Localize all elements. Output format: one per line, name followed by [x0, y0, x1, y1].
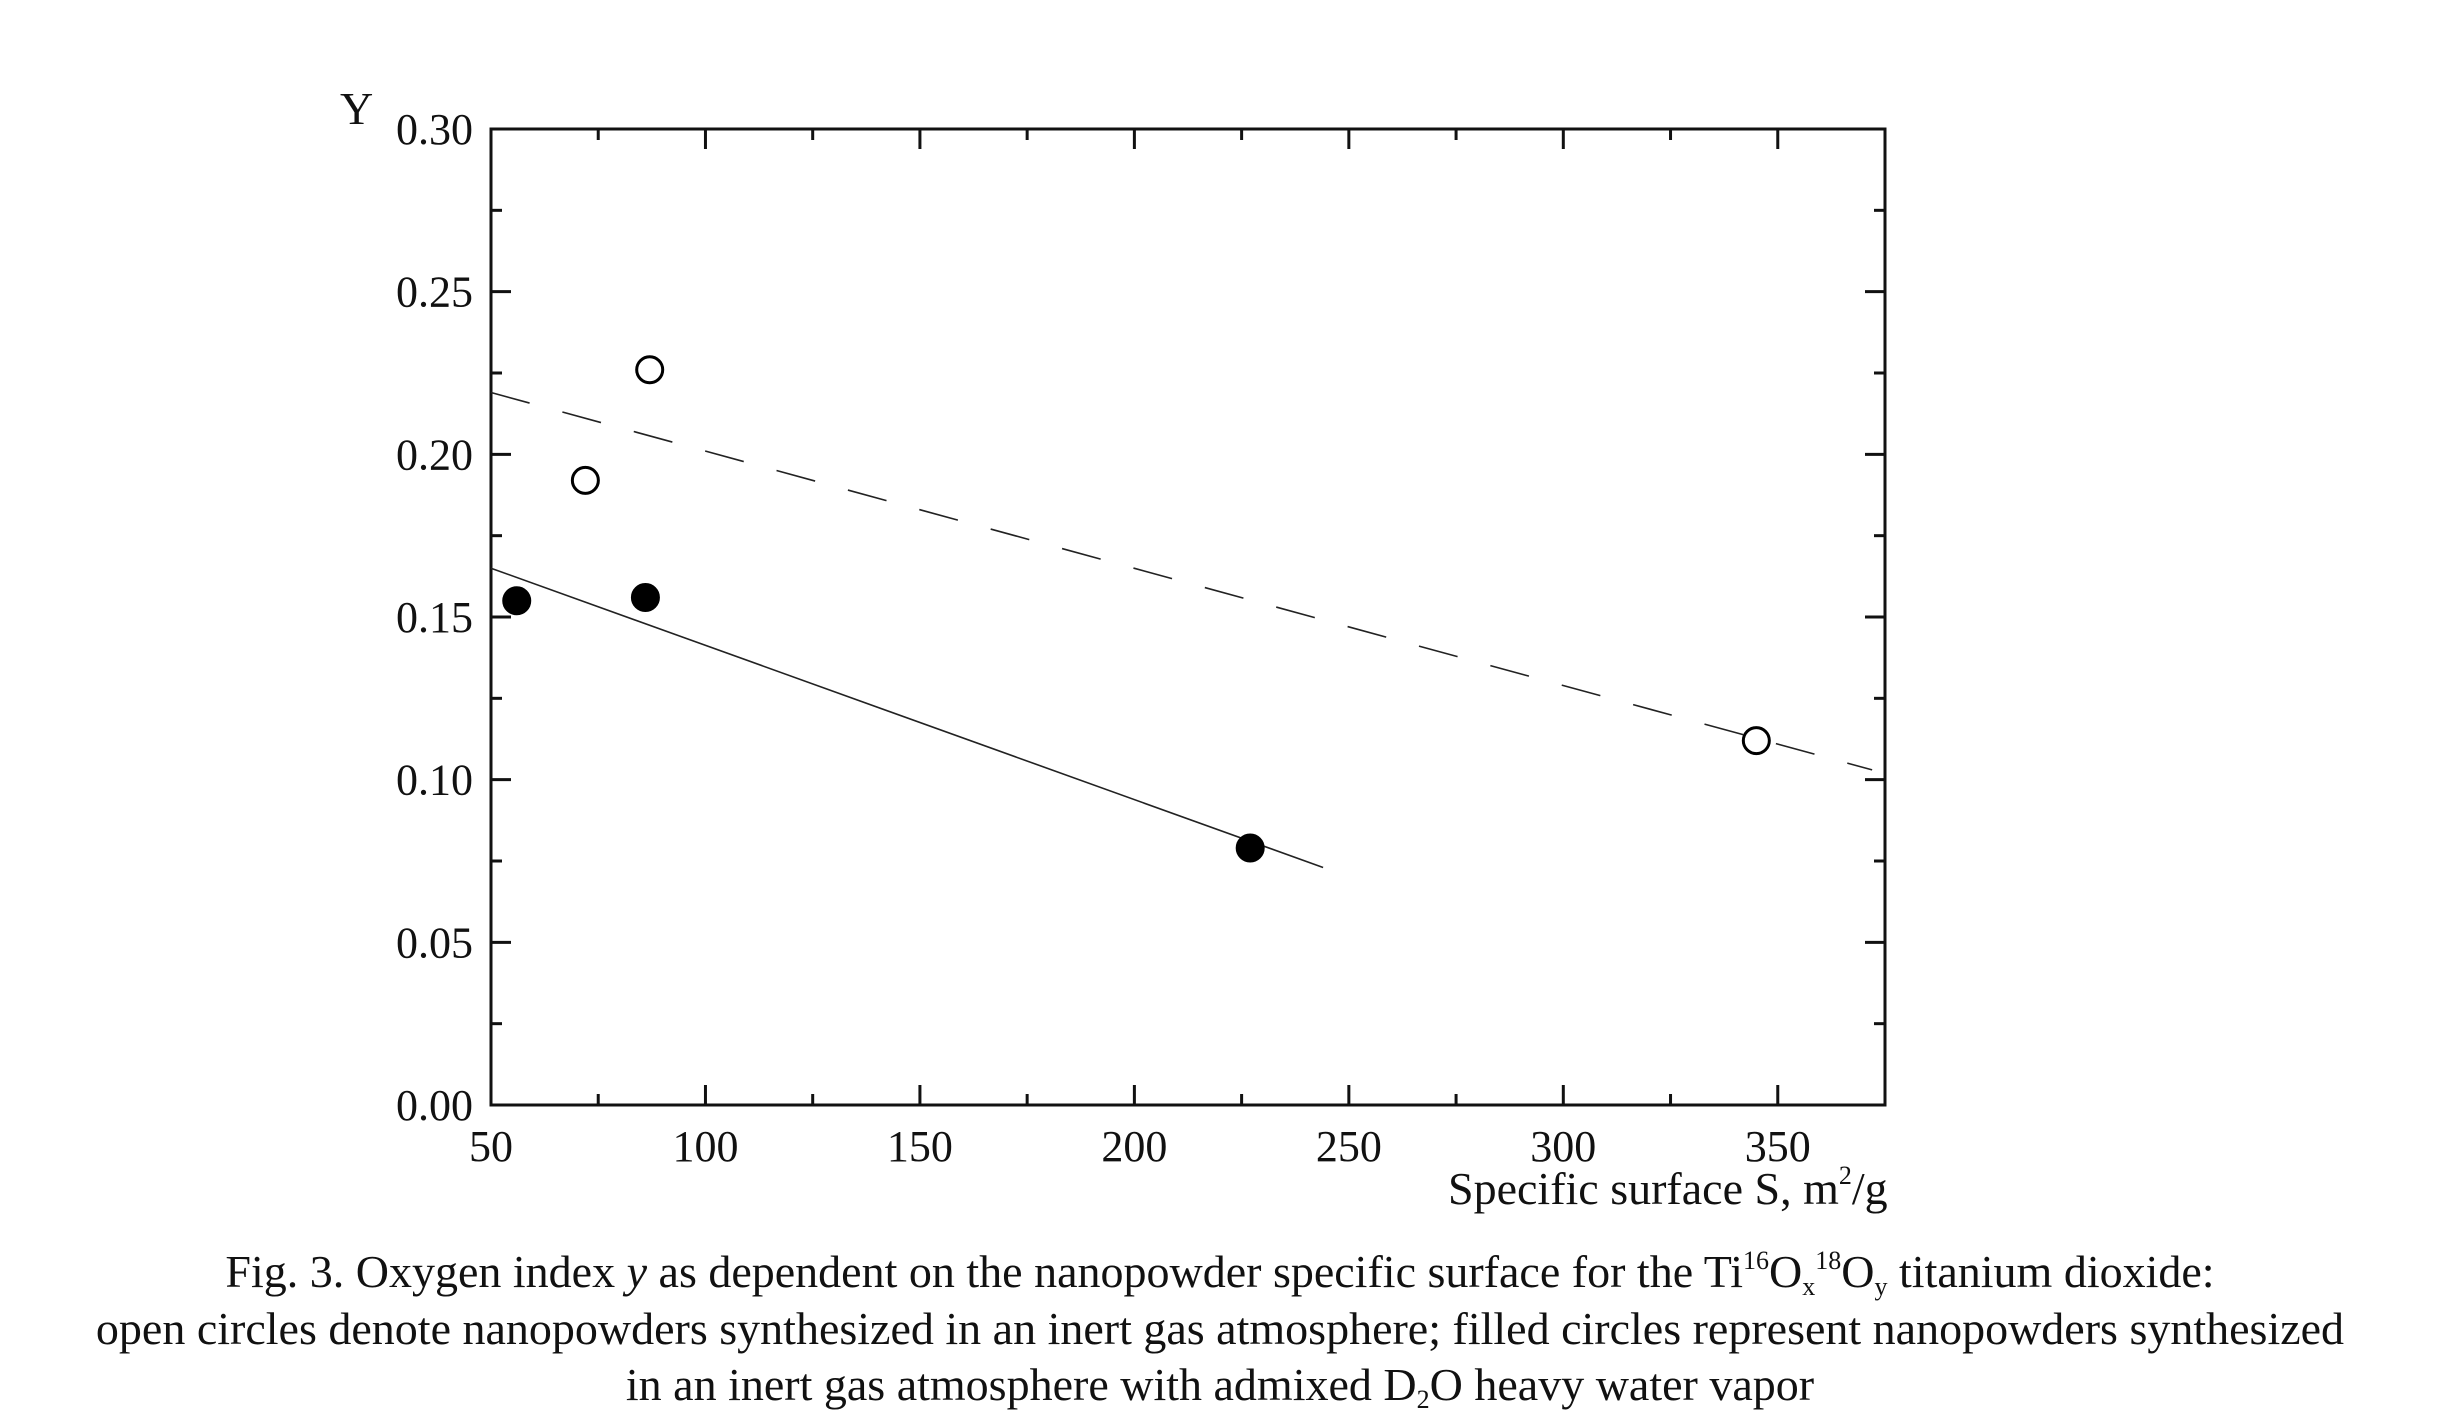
x-tick-label: 300	[1530, 1122, 1596, 1171]
x-axis-title-tail: /g	[1852, 1163, 1888, 1214]
y-tick-label: 0.15	[396, 593, 473, 642]
x-tick-label: 200	[1101, 1122, 1167, 1171]
axis-ticks	[489, 127, 1887, 1107]
y-tick-label: 0.05	[396, 918, 473, 967]
filled-circle-point	[502, 586, 532, 616]
caption-oxygen-2: O	[1841, 1246, 1875, 1297]
y-tick-label: 0.30	[396, 105, 473, 154]
caption-oxygen-1: O	[1769, 1246, 1803, 1297]
caption-text-b: as dependent on the nanopowder specific …	[647, 1246, 1744, 1297]
figure-caption-line-2: open circles denote nanopowders synthesi…	[95, 1303, 2345, 1354]
caption-line3-a: in an inert gas atmosphere with admixed …	[625, 1359, 1417, 1410]
open-circle-point	[1741, 726, 1771, 756]
plot-frame	[489, 127, 1887, 1107]
y-tick-label: 0.00	[396, 1081, 473, 1130]
caption-text-a: Fig. 3. Oxygen index	[225, 1246, 627, 1297]
caption-line3-b: O heavy water vapor	[1429, 1359, 1815, 1410]
caption-text-c: titanium dioxide:	[1887, 1246, 2215, 1297]
fit-lines	[490, 391, 1873, 869]
figure-caption-line-3: in an inert gas atmosphere with admixed …	[0, 1362, 2440, 1413]
y-tick-label: 0.10	[396, 756, 473, 805]
x-axis-title-sup: 2	[1839, 1161, 1852, 1190]
caption-isotope-16: 16	[1743, 1246, 1770, 1275]
tick-labels: 50 100 150 200 250 300 350 0.00 0.05 0.10 0.15 0.20…	[396, 105, 1811, 1171]
data-points	[502, 355, 1771, 863]
caption-variable: y	[626, 1246, 648, 1297]
x-tick-label: 250	[1316, 1122, 1382, 1171]
caption-line3-sub: 2	[1416, 1385, 1430, 1414]
fit-line-dashed	[490, 391, 1873, 771]
caption-isotope-18: 18	[1815, 1246, 1842, 1275]
x-axis-title-main: Specific surface S, m	[1448, 1163, 1839, 1214]
y-axis-title: Y	[340, 83, 373, 134]
x-tick-label: 150	[887, 1122, 953, 1171]
caption-sub-x: x	[1802, 1272, 1816, 1301]
x-tick-label: 100	[672, 1122, 738, 1171]
x-axis-title: Specific surface S, m2/g	[1448, 1161, 1888, 1214]
filled-circle-point	[1235, 833, 1265, 863]
open-circle-point	[635, 355, 665, 385]
caption-sub-y: y	[1874, 1272, 1888, 1301]
x-tick-label: 50	[469, 1122, 513, 1171]
y-tick-label: 0.25	[396, 268, 473, 317]
y-tick-label: 0.20	[396, 430, 473, 479]
open-circle-point	[570, 465, 600, 495]
figure-caption-line-1: Fig. 3. Oxygen index y as dependent on t…	[0, 1248, 2440, 1300]
filled-circle-point	[630, 582, 660, 612]
x-tick-label: 350	[1745, 1122, 1811, 1171]
fit-line-solid	[490, 567, 1324, 869]
